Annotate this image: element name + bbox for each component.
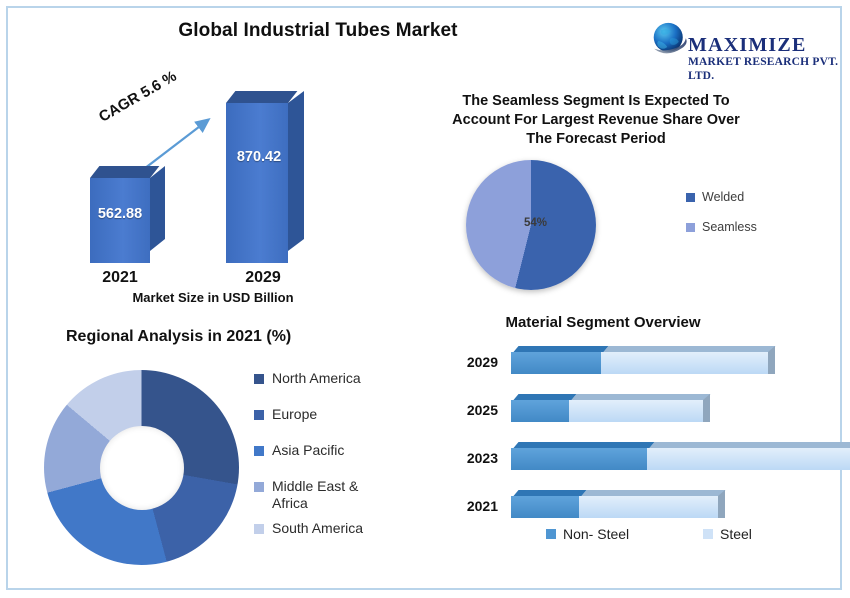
material-segment-bar-chart: Material Segment Overview 2029 2025 2023	[438, 308, 850, 578]
legend-swatch-south-america	[254, 524, 264, 534]
legend-label-middle-east-africa: Middle East & Africa	[272, 478, 359, 511]
bar-2023-non-steel	[511, 448, 647, 470]
company-logo: MAXIMIZE MARKET RESEARCH PVT. LTD.	[628, 14, 843, 82]
column-2021: 562.88	[90, 166, 165, 263]
pie-chart-title: The Seamless Segment Is Expected To Acco…	[452, 93, 740, 147]
bar-2021-non-steel	[511, 496, 579, 518]
legend-swatch-steel	[703, 529, 713, 539]
bar-2029-non-steel-top	[513, 346, 609, 352]
legend-swatch-seamless	[686, 222, 695, 232]
legend-swatch-europe	[254, 410, 264, 420]
bar-2029-side	[768, 346, 775, 374]
bar-2025-non-steel-top	[513, 394, 577, 400]
infographic-frame: Global Industrial Tubes Market	[6, 6, 850, 590]
regional-analysis-donut-chart: Regional Analysis in 2021 (%) North Amer…	[36, 328, 436, 588]
logo-text: MAXIMIZE MARKET RESEARCH PVT. LTD.	[688, 34, 843, 83]
donut-chart-title: Regional Analysis in 2021 (%)	[66, 328, 292, 345]
legend-label-non-steel: Non- Steel	[563, 526, 630, 542]
bar-year-2029: 2029	[466, 354, 498, 370]
column-2021-top	[90, 166, 160, 178]
column-2029-front	[226, 103, 288, 263]
bar-chart-title: Material Segment Overview	[505, 314, 701, 331]
legend-label-south-america: South America	[272, 520, 364, 536]
bar-2023-steel	[647, 448, 850, 470]
donut-legend-item-asia-pacific: Asia Pacific	[254, 442, 429, 459]
legend-swatch-middle-east-africa	[254, 482, 264, 492]
pie-graphic	[466, 160, 596, 290]
legend-label-europe: Europe	[272, 406, 318, 422]
segment-pie-chart: The Seamless Segment Is Expected To Acco…	[438, 92, 838, 302]
legend-label-north-america: North America	[272, 370, 361, 386]
column-year-2021: 2021	[102, 269, 138, 286]
globe-icon	[653, 22, 687, 54]
bar-2021-steel-top	[581, 490, 726, 496]
bar-2023-non-steel-top	[513, 442, 655, 448]
bar-2025-steel	[569, 400, 703, 422]
bar-2021-steel	[579, 496, 718, 518]
donut-legend: North America Europe Asia Pacific Middle…	[254, 370, 429, 556]
legend-label-asia-pacific: Asia Pacific	[272, 442, 345, 458]
column-2029-side	[288, 91, 304, 251]
column-2029: 870.42	[226, 91, 306, 263]
legend-swatch-non-steel	[546, 529, 556, 539]
legend-swatch-asia-pacific	[254, 446, 264, 456]
bar-legend-item-steel: Steel	[703, 526, 752, 542]
bar-2029-steel-top	[603, 346, 776, 352]
legend-swatch-welded	[686, 192, 695, 202]
column-2021-value: 562.88	[97, 206, 143, 222]
donut-legend-item-south-america: South America	[254, 520, 429, 537]
logo-company-name: MAXIMIZE	[688, 34, 807, 56]
bar-2025-side	[703, 394, 710, 422]
legend-swatch-north-america	[254, 374, 264, 384]
column-chart-axis-label: Market Size in USD Billion	[132, 290, 294, 305]
bar-2029-non-steel	[511, 352, 601, 374]
legend-label-steel: Steel	[720, 526, 752, 542]
column-2029-value: 870.42	[236, 149, 282, 165]
page-title: Global Industrial Tubes Market	[178, 20, 458, 41]
bar-2025-steel-top	[571, 394, 711, 400]
pie-data-label: 54%	[524, 217, 548, 229]
legend-label-welded: Welded	[702, 190, 745, 204]
bar-2021-non-steel-top	[513, 490, 587, 496]
column-year-2029: 2029	[245, 269, 281, 286]
pie-legend: Welded Seamless	[686, 190, 757, 250]
donut-legend-item-north-america: North America	[254, 370, 429, 387]
bar-2025-non-steel	[511, 400, 569, 422]
bar-year-2025: 2025	[466, 402, 498, 418]
donut-legend-item-middle-east-africa: Middle East & Africa	[254, 478, 429, 512]
column-2021-front	[90, 178, 150, 263]
logo-company-subtitle: MARKET RESEARCH PVT. LTD.	[688, 56, 839, 82]
bar-year-2023: 2023	[466, 450, 498, 466]
donut-legend-item-europe: Europe	[254, 406, 429, 423]
pie-legend-item-welded: Welded	[686, 190, 757, 204]
column-2029-top	[226, 91, 298, 103]
pie-legend-item-seamless: Seamless	[686, 220, 757, 234]
bar-legend-item-non-steel: Non- Steel	[546, 526, 629, 542]
bar-2021-side	[718, 490, 725, 518]
bar-2023-steel-top	[649, 442, 850, 448]
column-2021-side	[150, 166, 165, 251]
legend-label-seamless: Seamless	[702, 220, 757, 234]
market-size-column-chart: CAGR 5.6 % 562.88 870.42 2021 2029 Marke…	[68, 68, 358, 313]
bar-year-2021: 2021	[466, 498, 498, 514]
bar-2029-steel	[601, 352, 768, 374]
donut-graphic	[44, 370, 239, 565]
